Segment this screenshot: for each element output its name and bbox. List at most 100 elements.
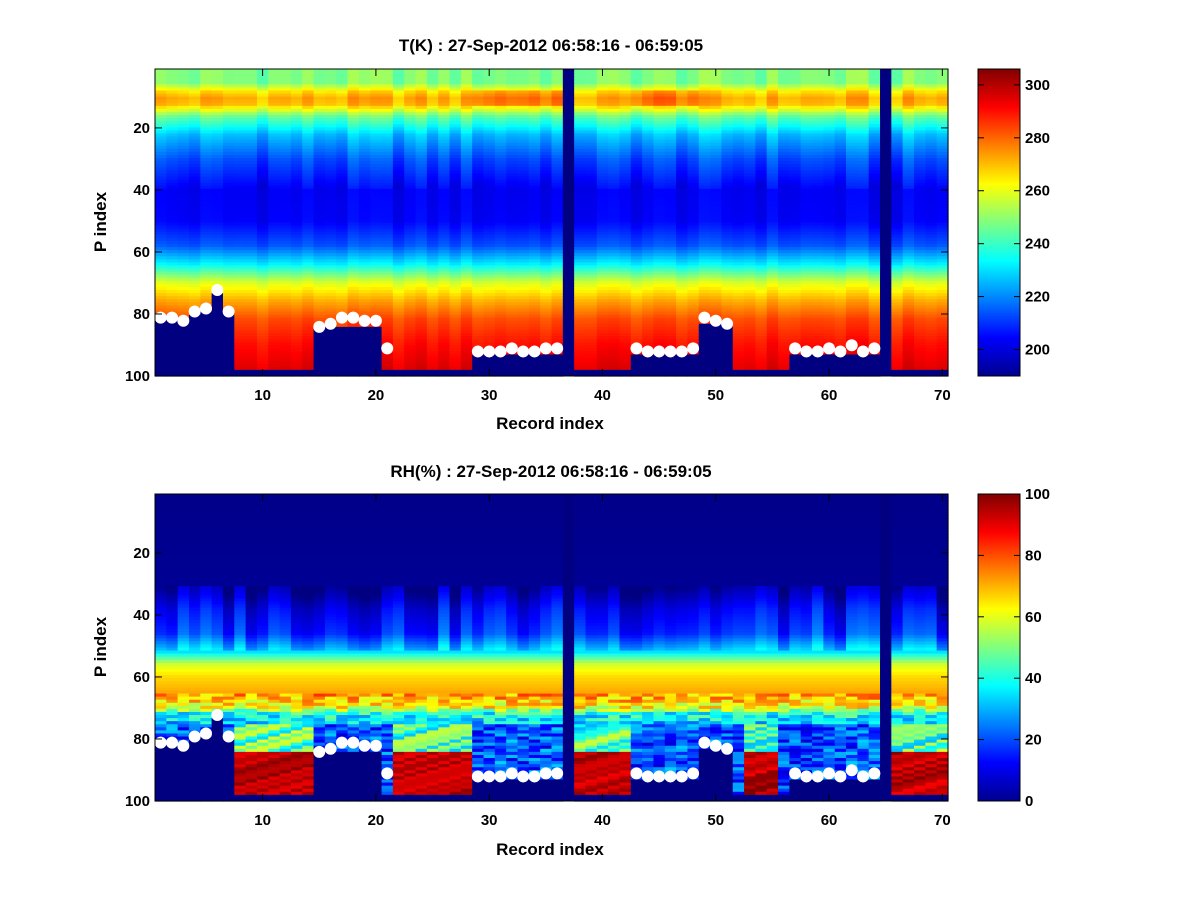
surface-marker: [358, 739, 371, 752]
surface-marker: [188, 730, 201, 743]
surface-marker: [505, 767, 518, 780]
record-column: [744, 494, 757, 802]
record-column: [868, 69, 881, 377]
record-column: [415, 69, 428, 377]
record-column: [256, 494, 269, 802]
surface-marker: [823, 767, 836, 780]
surface-marker: [641, 770, 654, 783]
surface-marker: [347, 311, 360, 324]
surface-marker: [165, 736, 178, 749]
record-column: [245, 69, 258, 377]
record-column: [925, 494, 938, 802]
surface-marker: [211, 284, 224, 297]
record-column: [834, 494, 847, 802]
record-column: [891, 494, 904, 802]
surface-marker: [539, 342, 552, 355]
x-tick-label: 30: [481, 812, 498, 829]
temperature-heatmap: [154, 69, 949, 377]
record-column: [540, 494, 553, 802]
colorbar-tick-label: 60: [1025, 609, 1042, 626]
record-column: [653, 69, 666, 377]
surface-marker: [313, 745, 326, 758]
record-column: [358, 69, 371, 377]
surface-marker: [675, 770, 688, 783]
surface-marker: [834, 770, 847, 783]
colorbar-tick-label: 200: [1025, 342, 1050, 359]
record-column: [370, 69, 383, 377]
record-column: [347, 69, 360, 377]
record-column: [313, 69, 326, 377]
record-column: [823, 494, 836, 802]
x-tick-label: 10: [254, 812, 271, 829]
record-column: [710, 69, 723, 377]
record-column: [392, 494, 405, 802]
y-tick-label: 20: [133, 120, 150, 137]
record-column: [619, 494, 632, 802]
temperature-x-axis-label: Record index: [496, 414, 604, 433]
record-column: [200, 69, 213, 377]
record-column: [698, 494, 711, 802]
record-column: [449, 494, 462, 802]
record-column: [177, 69, 190, 377]
surface-marker: [528, 345, 541, 358]
record-column: [438, 494, 451, 802]
x-tick-label: 70: [934, 812, 951, 829]
surface-marker: [471, 770, 484, 783]
record-column: [551, 69, 564, 377]
surface-marker: [505, 342, 518, 355]
record-column: [313, 494, 326, 802]
surface-marker: [789, 767, 802, 780]
record-column: [245, 494, 258, 802]
record-column: [789, 69, 802, 377]
surface-marker: [630, 767, 643, 780]
surface-marker: [369, 314, 382, 327]
record-column: [891, 69, 904, 377]
surface-marker: [845, 764, 858, 777]
x-tick-label: 60: [821, 387, 838, 404]
colorbar-tick-label: 300: [1025, 77, 1050, 94]
surface-marker: [539, 767, 552, 780]
surface-marker: [664, 770, 677, 783]
record-column: [460, 494, 473, 802]
surface-marker: [199, 302, 212, 315]
record-column: [880, 494, 892, 801]
x-tick-label: 20: [368, 812, 385, 829]
y-tick-label: 40: [133, 607, 150, 624]
record-column: [392, 69, 405, 377]
record-column: [812, 494, 824, 802]
record-column: [268, 69, 281, 377]
record-column: [290, 69, 303, 377]
record-column: [732, 69, 745, 377]
y-tick-label: 80: [133, 731, 150, 748]
record-column: [268, 494, 281, 802]
record-column: [483, 494, 496, 802]
surface-marker: [721, 317, 734, 330]
record-column: [902, 69, 915, 377]
record-column: [687, 69, 700, 377]
surface-marker: [517, 345, 530, 358]
record-column: [166, 494, 179, 802]
record-column: [562, 494, 575, 801]
surface-marker: [199, 727, 212, 740]
surface-marker: [721, 742, 734, 755]
record-column: [222, 69, 235, 377]
surface-marker: [528, 770, 541, 783]
record-column: [336, 494, 349, 802]
x-tick-label: 20: [368, 387, 385, 404]
record-column: [642, 69, 655, 377]
y-tick-label: 40: [133, 182, 150, 199]
surface-marker: [845, 339, 858, 352]
record-column: [630, 69, 643, 377]
record-column: [687, 494, 700, 802]
surface-marker: [358, 314, 371, 327]
surface-marker: [709, 739, 722, 752]
record-column: [562, 69, 575, 376]
x-tick-label: 50: [707, 387, 724, 404]
record-column: [381, 69, 394, 377]
surface-marker: [800, 770, 813, 783]
record-column: [302, 494, 315, 802]
colorbar-tick-label: 220: [1025, 289, 1050, 306]
record-column: [155, 69, 167, 377]
colorbar-tick-label: 20: [1025, 732, 1042, 749]
y-tick-label: 20: [133, 545, 150, 562]
